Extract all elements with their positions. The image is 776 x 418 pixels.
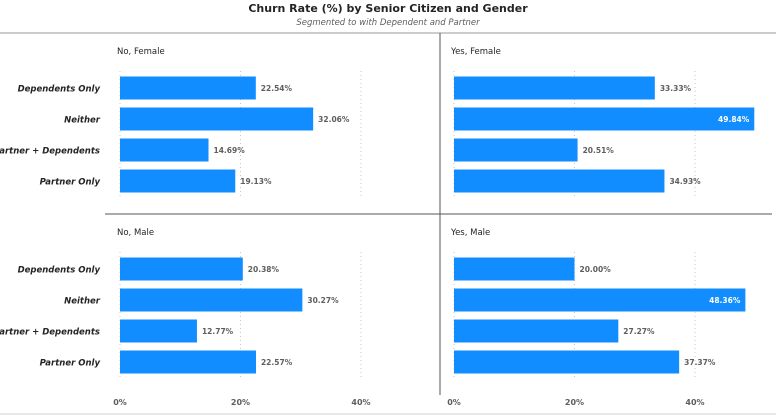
bar xyxy=(120,76,256,100)
data-label: 34.93% xyxy=(669,177,701,186)
data-label: 20.00% xyxy=(580,265,612,274)
bar xyxy=(120,138,209,162)
data-label: 12.77% xyxy=(202,327,234,336)
x-tick-label: 40% xyxy=(685,398,704,407)
x-tick-label: 40% xyxy=(351,398,370,407)
category-label: Dependents Only xyxy=(18,85,101,95)
panel-header: No, Female xyxy=(117,47,165,57)
bar xyxy=(454,169,665,193)
data-label: 48.36% xyxy=(709,296,741,305)
data-label: 33.33% xyxy=(660,84,692,93)
chart-subtitle: Segmented to with Dependent and Partner xyxy=(296,18,480,28)
data-label: 14.69% xyxy=(214,146,246,155)
panel-header: Yes, Female xyxy=(450,47,501,57)
panel-header: No, Male xyxy=(117,228,154,238)
bar xyxy=(120,319,197,343)
category-label: Partner Only xyxy=(40,359,101,369)
data-label: 19.13% xyxy=(240,177,272,186)
x-tick-label: 0% xyxy=(113,398,127,407)
category-label: Dependents Only xyxy=(18,266,101,276)
data-label: 22.54% xyxy=(261,84,293,93)
bar xyxy=(120,257,243,281)
bar xyxy=(454,288,746,312)
bar xyxy=(454,350,680,374)
x-tick-label: 20% xyxy=(565,398,584,407)
data-label: 32.06% xyxy=(318,115,350,124)
data-label: 30.27% xyxy=(307,296,339,305)
bar xyxy=(454,107,755,131)
category-label: Neither xyxy=(64,116,101,126)
bar xyxy=(454,319,619,343)
bar xyxy=(454,257,575,281)
chart-title: Churn Rate (%) by Senior Citizen and Gen… xyxy=(248,2,528,15)
x-tick-label: 20% xyxy=(231,398,250,407)
bar xyxy=(120,350,256,374)
data-label: 20.51% xyxy=(583,146,615,155)
data-label: 27.27% xyxy=(623,327,655,336)
category-label: Partner + Dependents xyxy=(0,147,100,157)
data-label: 22.57% xyxy=(261,358,293,367)
bar xyxy=(120,169,236,193)
data-label: 37.37% xyxy=(684,358,716,367)
bar xyxy=(120,288,303,312)
bar xyxy=(454,76,655,100)
data-label: 49.84% xyxy=(718,115,750,124)
bar xyxy=(120,107,314,131)
panel-header: Yes, Male xyxy=(450,228,490,238)
bar xyxy=(454,138,578,162)
category-label: Partner Only xyxy=(40,178,101,188)
category-label: Partner + Dependents xyxy=(0,328,100,338)
data-label: 20.38% xyxy=(248,265,280,274)
x-tick-label: 0% xyxy=(447,398,461,407)
category-label: Neither xyxy=(64,297,101,307)
